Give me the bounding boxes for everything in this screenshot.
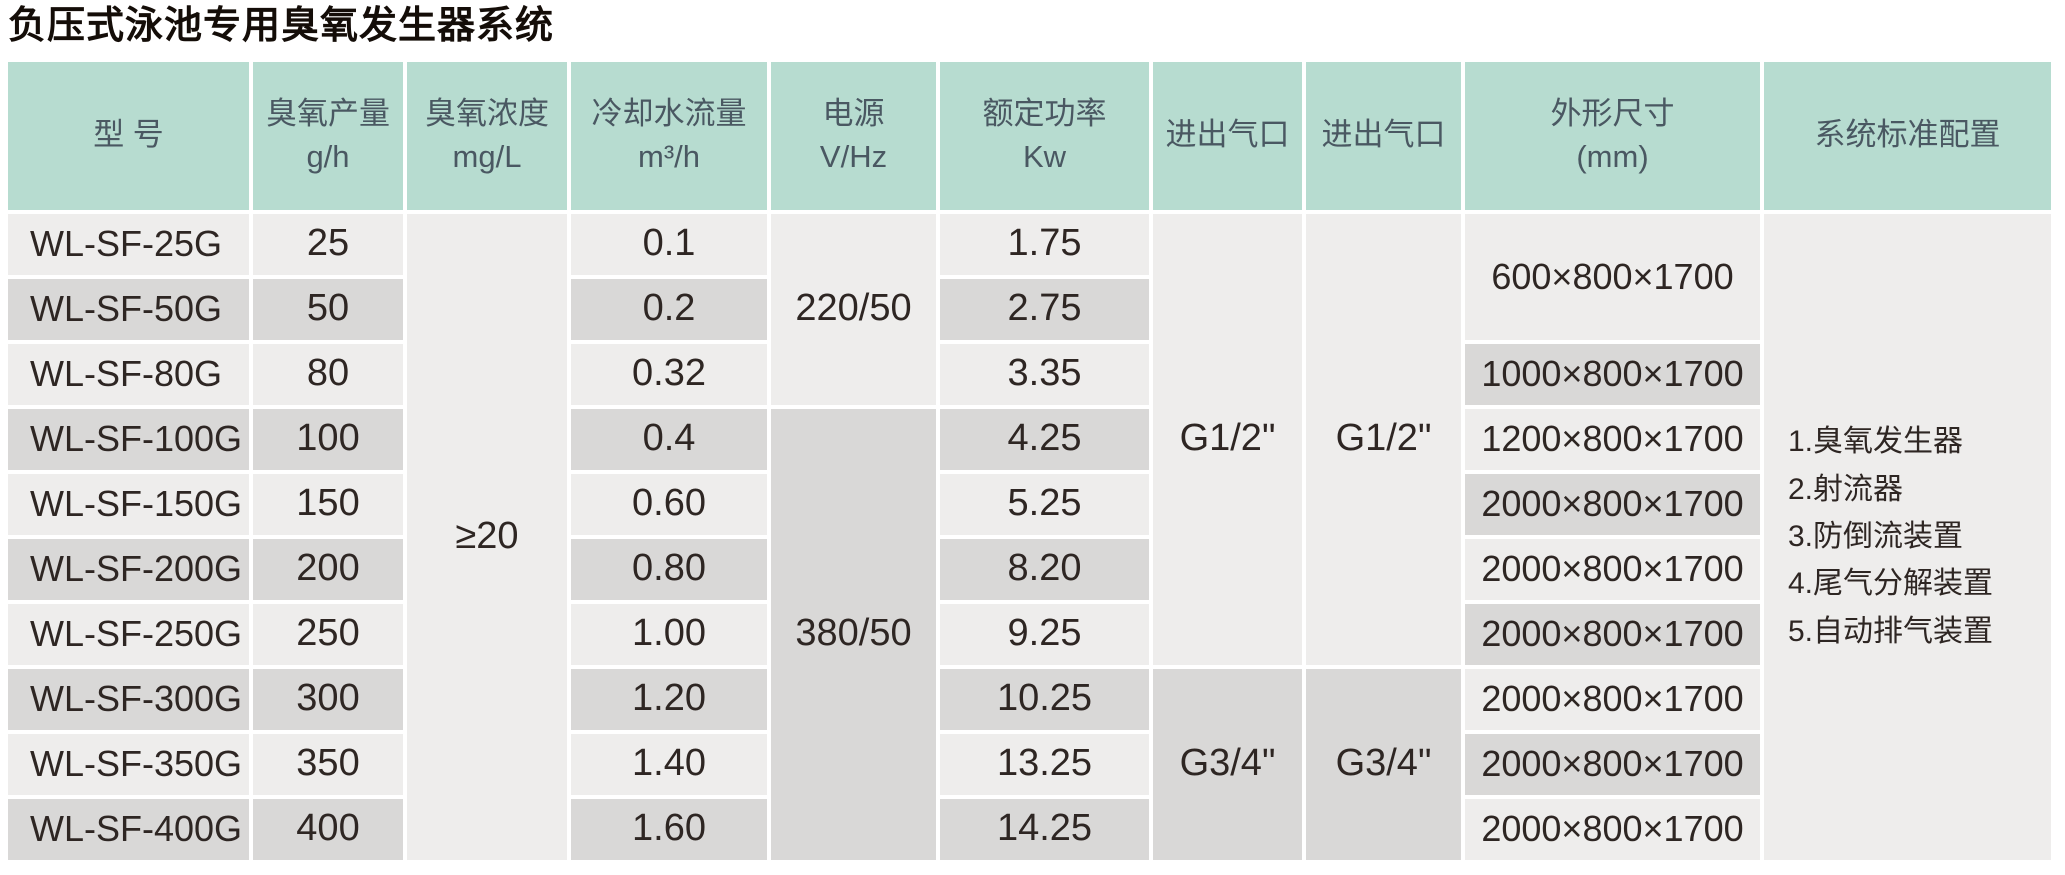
rated-power-cell: 10.25	[940, 668, 1149, 730]
rated-power-cell: 5.25	[940, 473, 1149, 535]
table-row: WL-SF-100G 100 0.4 380/50 4.25 1200×800×…	[8, 408, 2051, 860]
ozone-output-cell: 250	[253, 603, 403, 665]
header-ozone-output: 臭氧产量 g/h	[253, 61, 403, 210]
header-ozone-concentration: 臭氧浓度 mg/L	[407, 61, 567, 210]
header-model: 型 号	[8, 61, 249, 210]
table-row: WL-SF-80G 80 0.32 3.35 1000×800×1700	[8, 343, 2051, 405]
config-item: 2.射流器	[1788, 472, 1904, 506]
dimensions-cell: 1000×800×1700	[1465, 343, 1760, 405]
rated-power-cell: 9.25	[940, 603, 1149, 665]
ozone-output-cell: 400	[253, 798, 403, 860]
model-cell: WL-SF-25G	[8, 213, 249, 275]
ozone-output-cell: 100	[253, 408, 403, 470]
gas-port-b-cell: G3/4"	[1306, 668, 1461, 860]
header-gas-port-b: 进出气口	[1306, 61, 1461, 210]
model-cell: WL-SF-300G	[8, 668, 249, 730]
table-row: WL-SF-200G 200 0.80 8.20 2000×800×1700	[8, 538, 2051, 600]
ozone-output-cell: 300	[253, 668, 403, 730]
page-title: 负压式泳池专用臭氧发生器系统	[8, 5, 555, 47]
cooling-flow-cell: 0.80	[571, 538, 767, 600]
cooling-flow-cell: 1.00	[571, 603, 767, 665]
table-row: WL-SF-25G 25 ≥20 0.1 220/50 1.75 G1/2" G…	[8, 213, 2051, 860]
rated-power-cell: 8.20	[940, 538, 1149, 600]
ozone-output-cell: 350	[253, 733, 403, 795]
config-item: 5.自动排气装置	[1788, 614, 1994, 648]
spec-table: 型 号 臭氧产量 g/h 臭氧浓度 mg/L 冷却水流量 m³/h 电源 V/Hz 额定…	[4, 58, 2055, 864]
table-row: WL-SF-400G 400 1.60 14.25 2000×800×1700	[8, 798, 2051, 860]
rated-power-cell: 2.75	[940, 278, 1149, 340]
model-cell: WL-SF-400G	[8, 798, 249, 860]
table-row: WL-SF-350G 350 1.40 13.25 2000×800×1700	[8, 733, 2051, 795]
dimensions-cell: 1200×800×1700	[1465, 408, 1760, 470]
model-cell: WL-SF-80G	[8, 343, 249, 405]
rated-power-cell: 4.25	[940, 408, 1149, 470]
table-row: WL-SF-300G 300 1.20 10.25 G3/4" G3/4" 20…	[8, 668, 2051, 860]
dimensions-cell: 2000×800×1700	[1465, 603, 1760, 665]
dimensions-cell: 2000×800×1700	[1465, 733, 1760, 795]
rated-power-cell: 14.25	[940, 798, 1149, 860]
rated-power-cell: 1.75	[940, 213, 1149, 275]
header-dimensions: 外形尺寸 (mm)	[1465, 61, 1760, 210]
header-power-supply: 电源 V/Hz	[771, 61, 936, 210]
model-cell: WL-SF-100G	[8, 408, 249, 470]
cooling-flow-cell: 0.60	[571, 473, 767, 535]
dimensions-cell: 2000×800×1700	[1465, 473, 1760, 535]
dimensions-cell: 2000×800×1700	[1465, 798, 1760, 860]
dimensions-cell: 600×800×1700	[1465, 213, 1760, 340]
gas-port-a-cell: G1/2"	[1153, 213, 1302, 665]
ozone-output-cell: 200	[253, 538, 403, 600]
table-header: 型 号 臭氧产量 g/h 臭氧浓度 mg/L 冷却水流量 m³/h 电源 V/Hz 额定…	[8, 61, 2051, 210]
table-row: WL-SF-150G 150 0.60 5.25 2000×800×1700	[8, 473, 2051, 535]
cooling-flow-cell: 1.20	[571, 668, 767, 730]
power-supply-cell: 380/50	[771, 408, 936, 860]
config-item: 3.防倒流装置	[1788, 520, 1964, 554]
model-cell: WL-SF-50G	[8, 278, 249, 340]
model-cell: WL-SF-200G	[8, 538, 249, 600]
rated-power-cell: 3.35	[940, 343, 1149, 405]
rated-power-cell: 13.25	[940, 733, 1149, 795]
gas-port-b-cell: G1/2"	[1306, 213, 1461, 665]
dimensions-cell: 2000×800×1700	[1465, 668, 1760, 730]
gas-port-a-cell: G3/4"	[1153, 668, 1302, 860]
model-cell: WL-SF-250G	[8, 603, 249, 665]
standard-config-cell: 1.臭氧发生器 2.射流器 3.防倒流装置 4.尾气分解装置 5.自动排气装置	[1764, 213, 2051, 860]
cooling-flow-cell: 0.1	[571, 213, 767, 275]
cooling-flow-cell: 1.60	[571, 798, 767, 860]
table-row: WL-SF-250G 250 1.00 9.25 2000×800×1700	[8, 603, 2051, 665]
header-standard-config: 系统标准配置	[1764, 61, 2051, 210]
ozone-concentration-cell: ≥20	[407, 213, 567, 860]
model-cell: WL-SF-350G	[8, 733, 249, 795]
config-item: 1.臭氧发生器	[1788, 425, 1964, 459]
ozone-output-cell: 80	[253, 343, 403, 405]
ozone-output-cell: 25	[253, 213, 403, 275]
cooling-flow-cell: 0.4	[571, 408, 767, 470]
ozone-output-cell: 150	[253, 473, 403, 535]
header-gas-port-a: 进出气口	[1153, 61, 1302, 210]
power-supply-cell: 220/50	[771, 213, 936, 405]
header-cooling-water-flow: 冷却水流量 m³/h	[571, 61, 767, 210]
model-cell: WL-SF-150G	[8, 473, 249, 535]
cooling-flow-cell: 0.2	[571, 278, 767, 340]
table-row: WL-SF-50G 50 0.2 2.75	[8, 278, 2051, 340]
ozone-output-cell: 50	[253, 278, 403, 340]
dimensions-cell: 2000×800×1700	[1465, 538, 1760, 600]
cooling-flow-cell: 0.32	[571, 343, 767, 405]
header-rated-power: 额定功率 Kw	[940, 61, 1149, 210]
config-item: 4.尾气分解装置	[1788, 567, 1994, 601]
cooling-flow-cell: 1.40	[571, 733, 767, 795]
